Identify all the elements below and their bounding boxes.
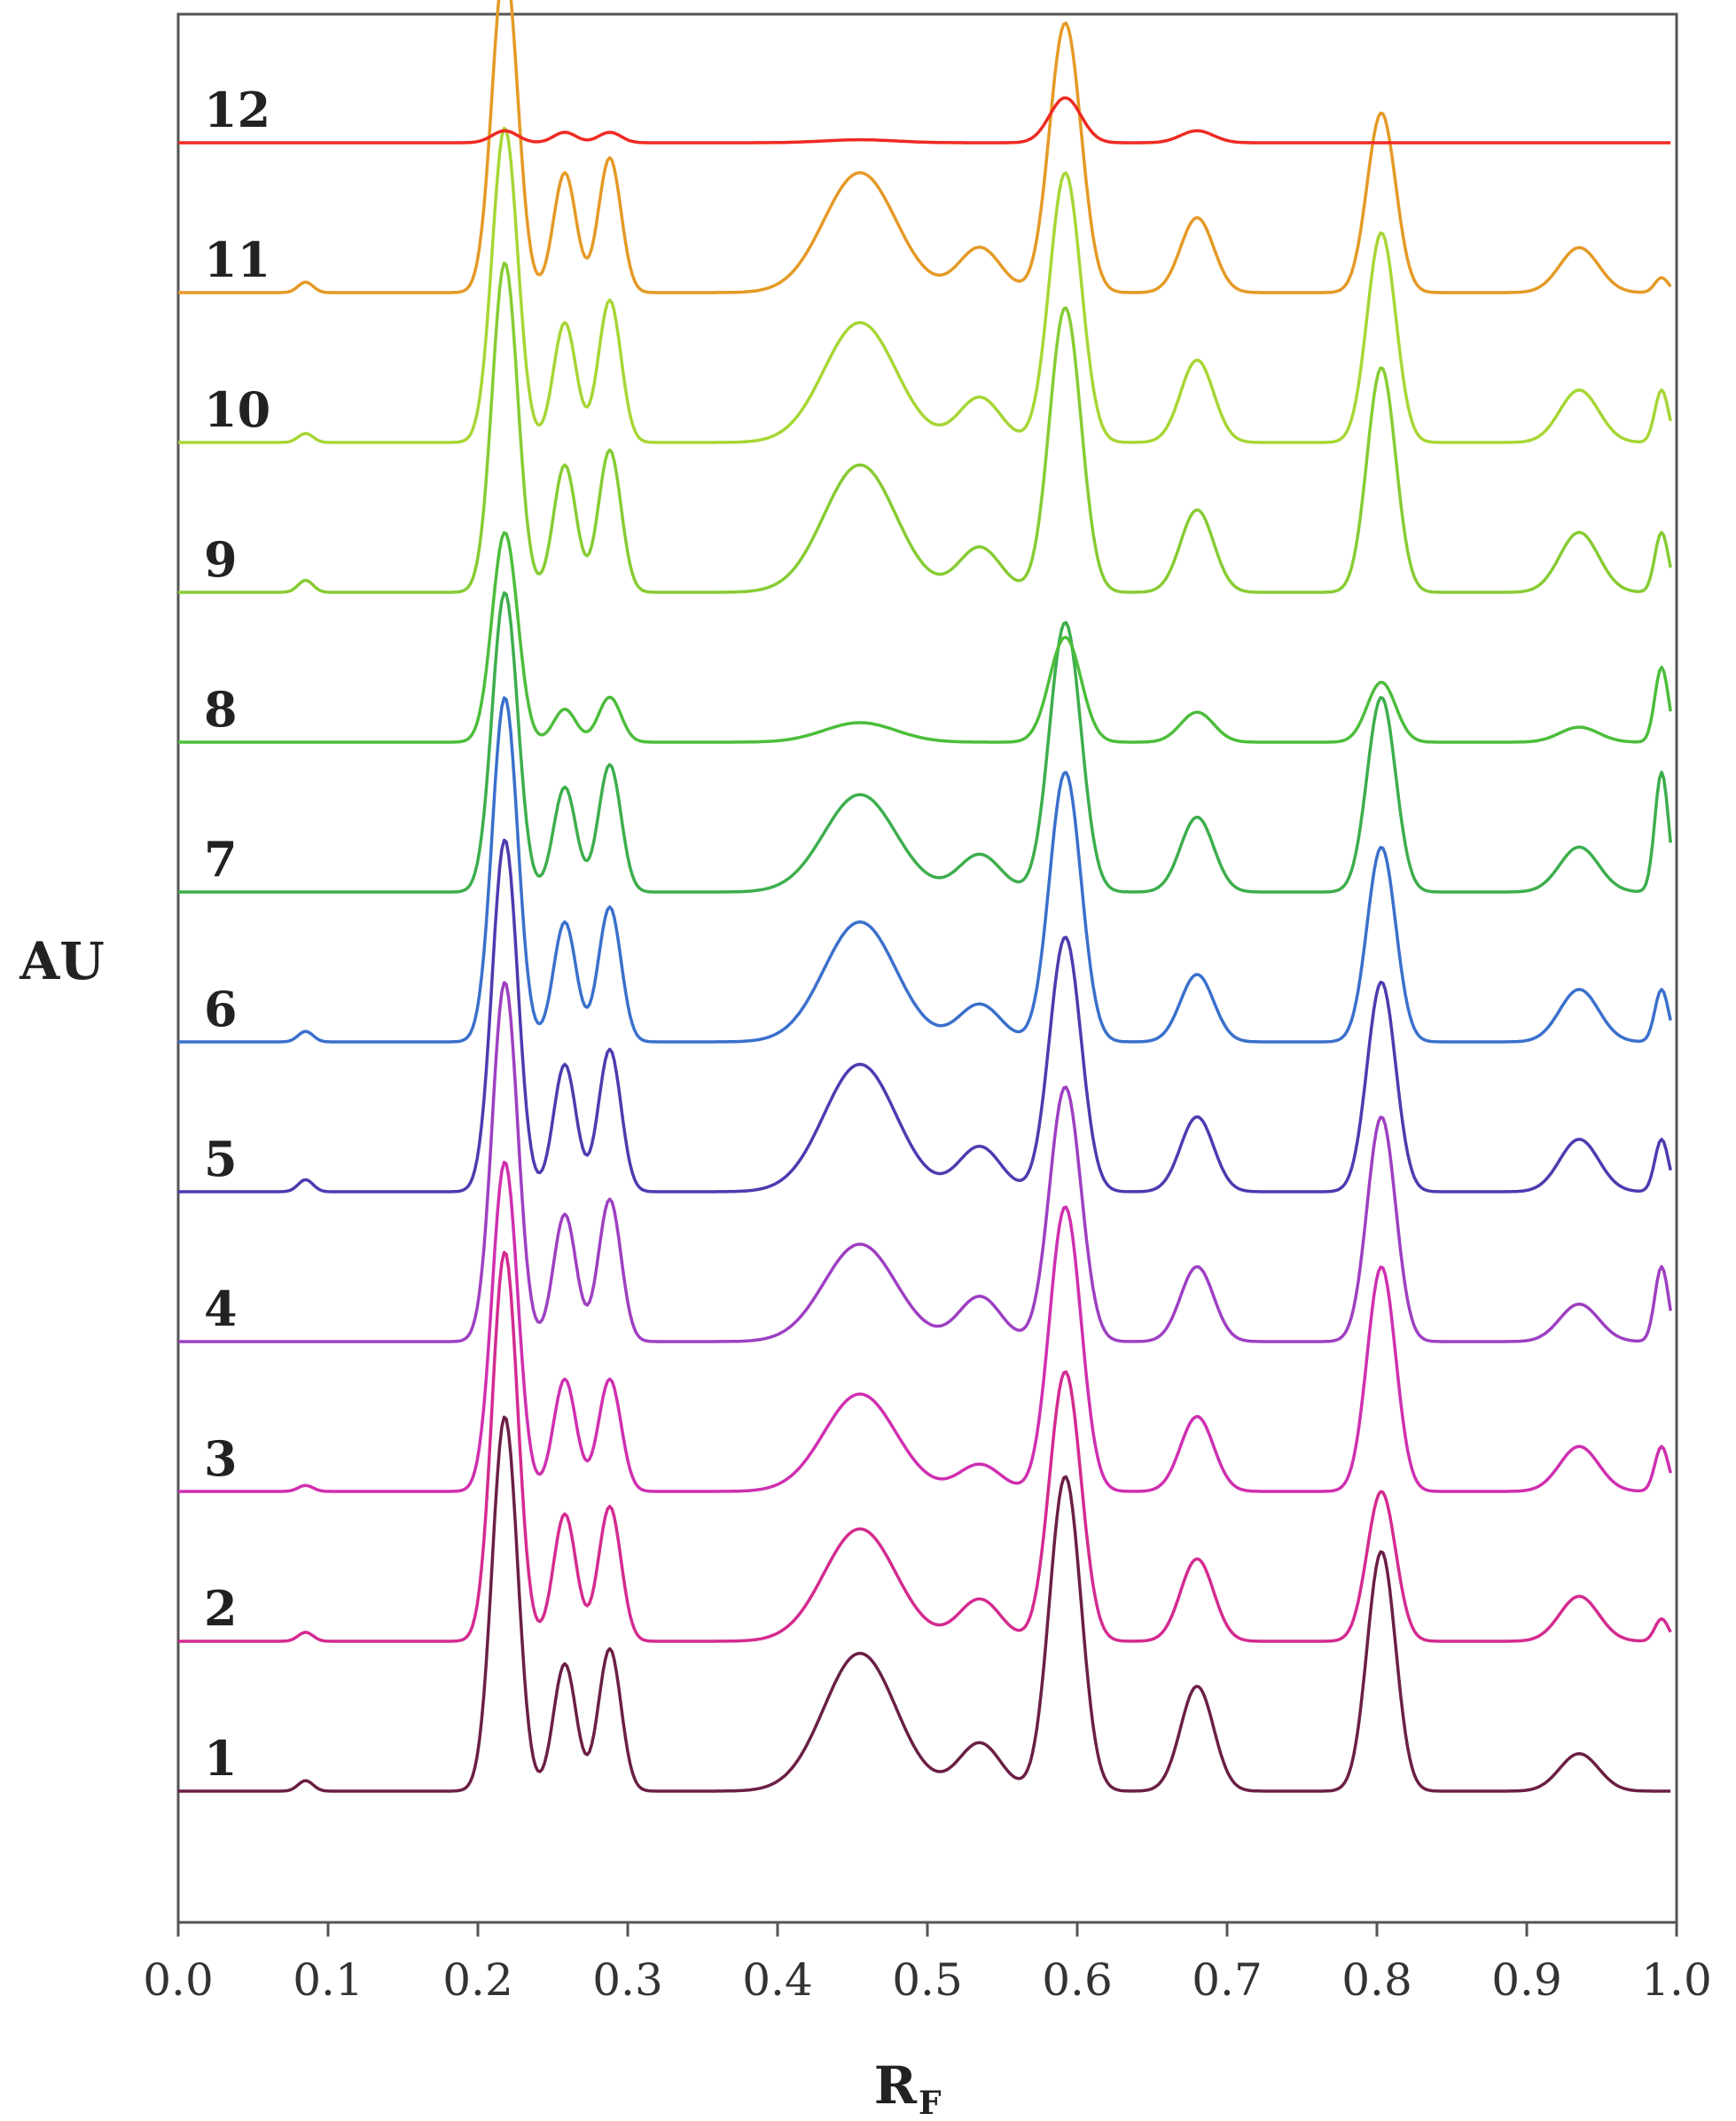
- series-label-4: 4: [204, 1280, 238, 1337]
- y-axis-title: AU: [19, 931, 105, 991]
- series-label-11: 11: [204, 231, 270, 288]
- series-label-12: 12: [204, 82, 270, 138]
- x-tick-label-8: 0.8: [1341, 1954, 1412, 2006]
- x-tick-label-7: 0.7: [1192, 1954, 1263, 2006]
- series-label-2: 2: [204, 1580, 238, 1637]
- x-tick-label-3: 0.3: [592, 1954, 663, 2006]
- trace-9: [178, 262, 1672, 594]
- series-label-3: 3: [204, 1430, 238, 1487]
- trace-10: [178, 126, 1672, 444]
- traces: [178, 0, 1672, 1793]
- x-tick-label-2: 0.2: [442, 1954, 513, 2006]
- trace-1: [178, 1415, 1671, 1793]
- series-label-8: 8: [204, 681, 238, 738]
- trace-4: [178, 981, 1672, 1343]
- plot-frame: [176, 12, 1678, 1924]
- series-label-1: 1: [204, 1730, 238, 1787]
- series-label-9: 9: [204, 531, 238, 588]
- trace-2: [178, 1250, 1672, 1643]
- x-axis-title: R: [874, 2055, 918, 2116]
- trace-3: [178, 1161, 1672, 1493]
- series-label-6: 6: [204, 981, 238, 1037]
- x-axis-title-subscript: F: [919, 2085, 942, 2121]
- series-label-5: 5: [204, 1131, 238, 1187]
- x-tick-label-9: 0.9: [1491, 1954, 1562, 2006]
- trace-11: [178, 0, 1672, 294]
- x-axis: 0.0 0.1 0.2 0.3 0.4 0.5 0.6 0.7 0.8 0.9 1.0: [143, 1922, 1712, 2006]
- series-label-7: 7: [204, 831, 238, 888]
- x-tick-label-5: 0.5: [892, 1954, 963, 2006]
- trace-6: [178, 696, 1672, 1044]
- x-tick-label-1: 0.1: [293, 1954, 364, 2006]
- trace-5: [178, 838, 1672, 1194]
- series-label-10: 10: [204, 381, 270, 438]
- x-tick-label-10: 1.0: [1641, 1954, 1712, 2006]
- trace-8: [178, 531, 1672, 744]
- x-tick-label-4: 0.4: [742, 1954, 813, 2006]
- x-tick-label-6: 0.6: [1042, 1954, 1113, 2006]
- trace-7: [178, 591, 1672, 894]
- x-tick-label-0: 0.0: [143, 1954, 214, 2006]
- trace-12: [178, 96, 1671, 145]
